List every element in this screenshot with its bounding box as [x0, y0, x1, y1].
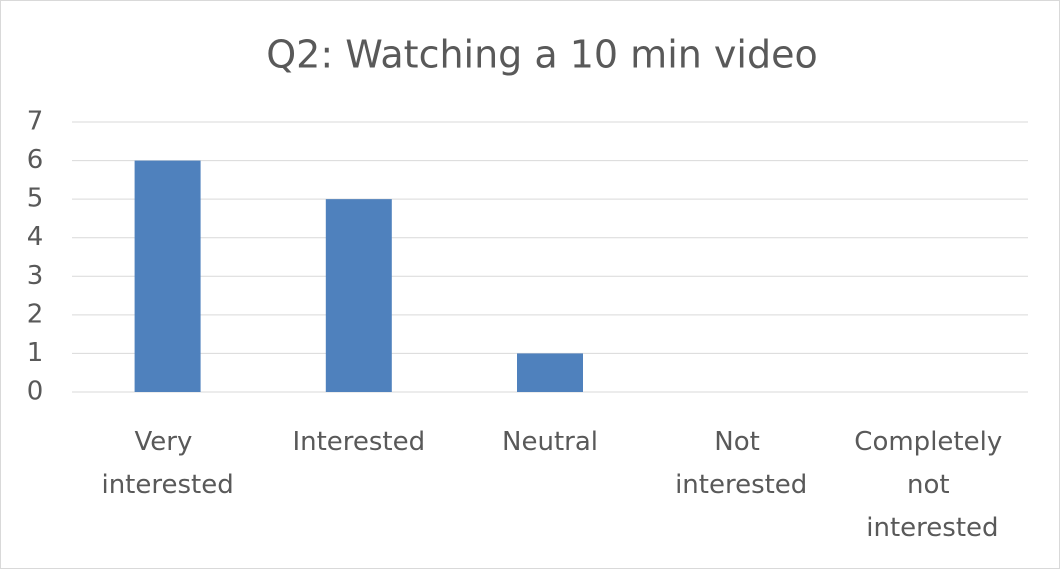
y-tick-label: 2: [27, 299, 44, 329]
bar: [517, 353, 583, 392]
y-tick-label: 7: [27, 107, 44, 137]
bar: [325, 199, 392, 392]
y-tick-label: 4: [27, 222, 44, 252]
y-tick-label: 3: [27, 261, 44, 291]
y-tick-label: 1: [27, 338, 44, 368]
x-tick-label: Neutral: [502, 427, 598, 457]
x-tick-label: Completely not interested: [854, 427, 1010, 543]
x-tick-label: Very interested: [101, 427, 233, 500]
y-tick-label: 0: [27, 377, 44, 407]
y-tick-label: 5: [27, 184, 44, 214]
x-tick-label: Not interested: [675, 427, 807, 500]
bar: [134, 160, 201, 392]
x-tick-label: Interested: [292, 427, 425, 457]
y-tick-label: 6: [27, 145, 44, 175]
chart-title: Q2: Watching a 10 min video: [266, 33, 817, 77]
